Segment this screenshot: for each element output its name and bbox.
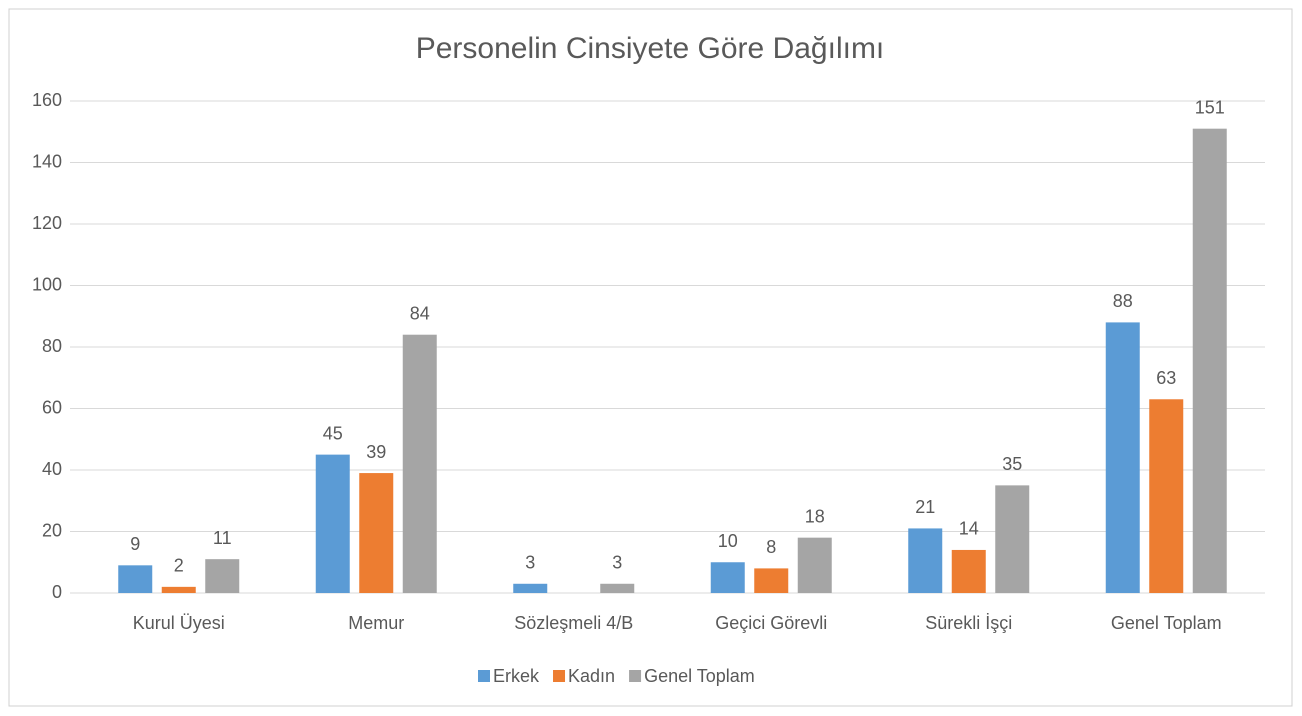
bar xyxy=(161,586,196,593)
legend-swatch xyxy=(553,670,566,682)
data-label: 11 xyxy=(213,528,232,548)
data-label: 35 xyxy=(1002,454,1022,474)
y-tick-label: 20 xyxy=(42,520,62,540)
y-tick-label: 140 xyxy=(32,151,62,171)
data-label: 14 xyxy=(959,519,979,539)
bar xyxy=(908,528,943,593)
bar xyxy=(402,334,437,593)
bar xyxy=(600,583,635,593)
data-label: 3 xyxy=(612,553,622,573)
x-tick-label: Genel Toplam xyxy=(1111,613,1222,633)
data-label: 45 xyxy=(323,423,343,443)
y-tick-label: 120 xyxy=(32,213,62,233)
data-label: 10 xyxy=(718,531,738,551)
chart-title: Personelin Cinsiyete Göre Dağılımı xyxy=(416,32,885,65)
data-label: 84 xyxy=(410,303,430,323)
data-label: 63 xyxy=(1156,368,1176,388)
y-tick-label: 40 xyxy=(42,459,62,479)
data-label: 3 xyxy=(525,553,535,573)
y-tick-label: 60 xyxy=(42,397,62,417)
legend-swatch xyxy=(478,670,490,682)
bar xyxy=(513,583,548,593)
x-tick-label: Kurul Üyesi xyxy=(133,613,225,633)
legend-label: Kadın xyxy=(568,666,615,686)
y-tick-label: 0 xyxy=(52,582,62,602)
bar xyxy=(118,565,153,593)
bar xyxy=(1149,399,1184,593)
data-label: 8 xyxy=(766,537,776,557)
y-tick-label: 100 xyxy=(32,274,62,294)
bar xyxy=(315,454,350,593)
bar xyxy=(1105,322,1140,593)
bar xyxy=(995,485,1030,593)
legend-swatch xyxy=(629,670,642,682)
data-label: 88 xyxy=(1113,291,1133,311)
x-tick-label: Geçici Görevli xyxy=(715,613,827,633)
data-label: 2 xyxy=(174,556,184,576)
legend-label: Genel Toplam xyxy=(644,666,755,686)
x-tick-label: Sürekli İşçi xyxy=(925,613,1012,633)
y-tick-label: 160 xyxy=(32,90,62,110)
y-tick-label: 80 xyxy=(42,336,62,356)
legend-label: Erkek xyxy=(493,666,540,686)
x-tick-label: Memur xyxy=(348,613,404,633)
bar xyxy=(797,537,832,593)
data-label: 39 xyxy=(366,442,386,462)
bar xyxy=(205,559,240,593)
bar xyxy=(1192,128,1227,594)
bar xyxy=(359,473,394,593)
data-label: 18 xyxy=(805,506,825,526)
bar xyxy=(710,562,745,593)
bar xyxy=(754,568,789,593)
x-tick-label: Sözleşmeli 4/B xyxy=(514,613,633,633)
data-label: 21 xyxy=(915,497,935,517)
chart-frame xyxy=(8,8,1293,707)
data-label: 9 xyxy=(130,534,140,554)
bar xyxy=(951,549,986,593)
data-label: 151 xyxy=(1195,97,1225,117)
